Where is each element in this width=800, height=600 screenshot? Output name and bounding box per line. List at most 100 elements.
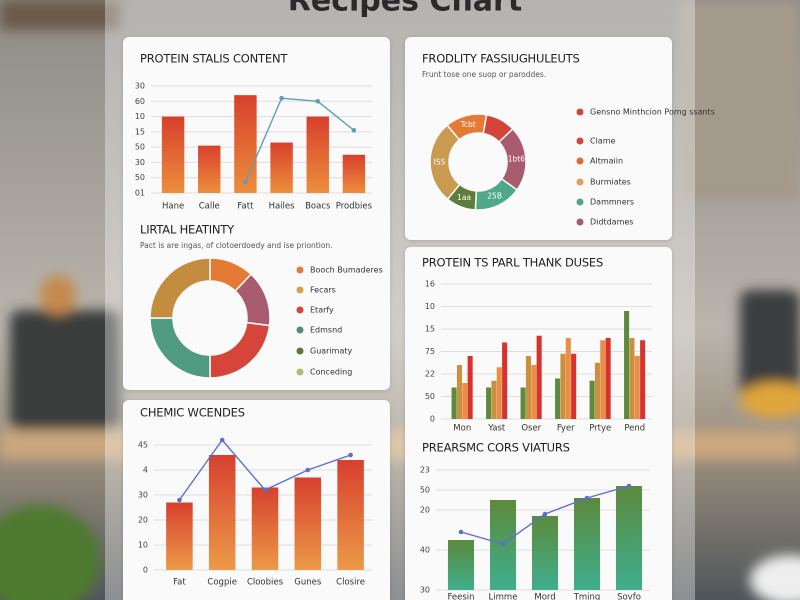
legend-swatch xyxy=(296,286,304,294)
x-tick-label: Cloobies xyxy=(247,578,284,588)
bar xyxy=(451,387,457,419)
y-tick-label: 10 xyxy=(425,302,435,311)
x-tick-label: Hailes xyxy=(269,202,296,212)
x-tick-label: Calle xyxy=(199,202,220,212)
legend-label: Edmsnd xyxy=(310,326,342,335)
y-tick-label: 45 xyxy=(138,441,148,450)
bar xyxy=(294,477,322,570)
chart-title: PROTEIN TS PARL THANK DUSES xyxy=(422,256,603,270)
legend-label: Clame xyxy=(590,137,616,146)
legend-label: Dammners xyxy=(590,198,634,207)
line xyxy=(244,97,355,183)
chart-subtitle: Frunt tose one suop or paroddes. xyxy=(422,70,546,79)
legend-swatch xyxy=(296,368,304,376)
legend-label: Didtdames xyxy=(590,218,633,227)
legend-swatch xyxy=(576,108,584,116)
segment-label: ISS xyxy=(434,157,446,166)
bar xyxy=(306,116,329,193)
legend-swatch xyxy=(576,157,584,165)
page-title: Recipes Chart xyxy=(288,0,522,19)
legend-swatch xyxy=(576,137,584,145)
line-point xyxy=(177,497,182,503)
bar xyxy=(166,502,193,570)
line-point xyxy=(500,541,506,547)
bar xyxy=(502,342,508,419)
legend-label: Gensno Minthcion Pomg ssants xyxy=(590,108,715,117)
y-tick-label: 10 xyxy=(138,541,148,550)
y-tick-label: 30 xyxy=(420,586,430,595)
x-tick-label: Sovfo xyxy=(617,593,641,600)
y-tick-label: 60 xyxy=(135,97,145,106)
x-tick-label: Tming xyxy=(573,593,601,600)
bar xyxy=(560,353,566,419)
x-tick-label: Hane xyxy=(162,202,184,212)
bar xyxy=(531,365,537,419)
chart-title: PREARSMC CORS VIATURS xyxy=(422,441,570,455)
legend-swatch xyxy=(576,198,584,206)
chart-subtitle: Pact is are ingas, of clotoerdoedy and i… xyxy=(140,241,333,250)
x-tick-label: Pend xyxy=(624,424,645,434)
x-tick-label: Prtye xyxy=(589,424,611,434)
bar xyxy=(600,340,606,419)
bar xyxy=(565,338,571,419)
legend-label: Altmaiin xyxy=(590,157,623,166)
bar xyxy=(462,383,468,419)
bar xyxy=(496,367,502,419)
chart-title: CHEMIC WCENDES xyxy=(140,406,245,420)
x-tick-label: Cogpie xyxy=(207,578,237,588)
chart-title: PROTEIN STALIS CONTENT xyxy=(140,52,288,66)
bar xyxy=(251,487,279,570)
bar xyxy=(573,498,601,590)
bar xyxy=(198,145,221,193)
legend-label: Guarimaty xyxy=(310,347,353,356)
bar xyxy=(571,353,577,419)
bar xyxy=(486,387,492,419)
y-tick-label: 30 xyxy=(135,158,145,167)
legend-swatch xyxy=(576,178,584,186)
y-tick-label: 75 xyxy=(425,347,435,356)
y-tick-label: 20 xyxy=(138,516,148,525)
bar xyxy=(447,540,475,590)
bar xyxy=(536,335,542,419)
bar xyxy=(456,365,462,419)
bar xyxy=(634,356,640,419)
line-point xyxy=(243,180,248,185)
y-tick-label: 50 xyxy=(420,486,430,495)
bar xyxy=(342,154,366,193)
donut-segment xyxy=(429,124,461,201)
segment-label: 25B xyxy=(487,192,502,201)
bar xyxy=(594,362,600,419)
bar xyxy=(589,380,595,419)
x-tick-label: Yast xyxy=(487,424,506,434)
y-tick-label: 30 xyxy=(135,82,145,91)
bar xyxy=(605,338,611,419)
bar xyxy=(234,95,257,193)
line-point xyxy=(219,437,225,443)
bar xyxy=(624,311,630,419)
legend-label: Conceding xyxy=(310,368,352,377)
bar xyxy=(629,338,635,419)
y-tick-label: 15 xyxy=(425,325,435,334)
bar xyxy=(270,142,293,193)
x-tick-label: Mon xyxy=(453,424,471,434)
segment-label: 1bt6 xyxy=(508,154,525,163)
x-tick-label: Boacs xyxy=(305,202,331,212)
line-point xyxy=(262,487,268,493)
chart-title: FRODLITY FASSIUGHULEUTS xyxy=(422,52,580,66)
line-point xyxy=(305,467,311,473)
bar xyxy=(337,460,364,570)
y-tick-label: 50 xyxy=(135,143,145,152)
legend-swatch xyxy=(576,218,584,226)
segment-label: Tcbt xyxy=(460,120,476,129)
bar xyxy=(525,356,531,419)
bar xyxy=(161,116,185,193)
x-tick-label: Feesin xyxy=(447,593,474,600)
line-point xyxy=(315,98,321,104)
x-tick-label: Closire xyxy=(336,578,365,588)
x-tick-label: Fyer xyxy=(557,424,575,434)
legend-label: Burmiates xyxy=(590,178,631,187)
y-tick-label: 16 xyxy=(425,280,435,289)
bar xyxy=(531,516,559,590)
bar xyxy=(615,486,643,590)
